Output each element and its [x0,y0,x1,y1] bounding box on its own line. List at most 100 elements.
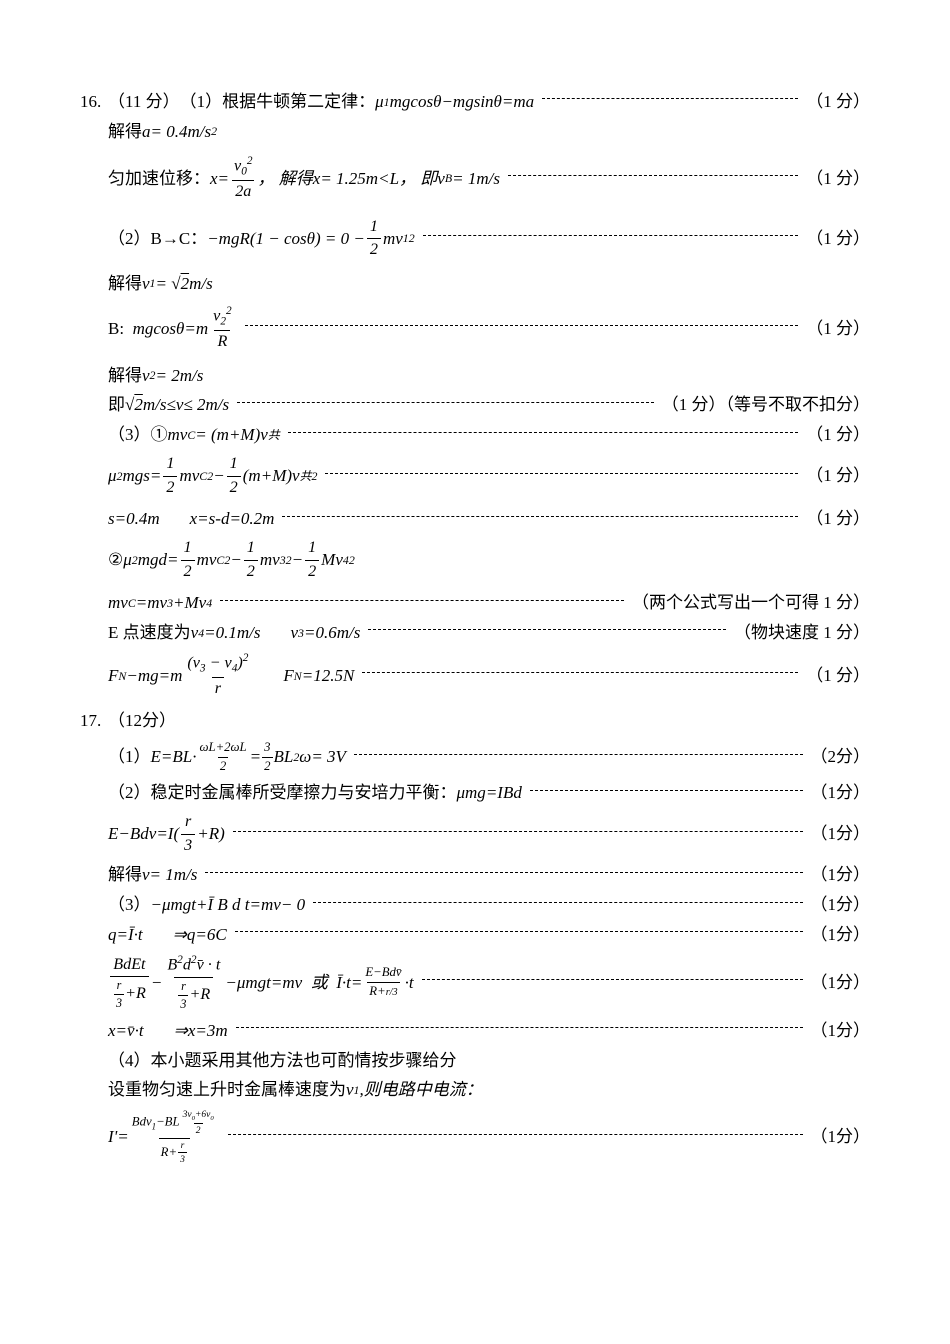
q16-l15: FN − mg = m(v3 − v4)2rFN=12.5N （1 分） [80,651,870,701]
q16-l1-formula: μ1mg cosθ − mg sinθ = ma [375,90,534,114]
q17-m5-pts: （1分） [811,893,871,917]
q16-l10-formula: μ2mgs = 12mvC2 − 12(m + M)v共2 [108,453,317,499]
q17-m2-pts: （1分） [811,781,871,805]
dash [422,979,803,980]
q16-number: 16. [80,90,108,114]
q17-m4-prefix: 解得 [108,863,142,887]
q16-l11-pts: （1 分） [806,507,870,531]
q16-l10: μ2mgs = 12mvC2 − 12(m + M)v共2 （1 分） [80,453,870,499]
q17-m2: （2）稳定时金属棒所受摩擦力与安培力平衡： μmg = IBd （1分） [80,781,870,805]
q17-m11-formula: I' = Bdv1−BL3v0+6v02R+r3 [108,1108,220,1166]
q17-m10: 设重物匀速上升时金属棒速度为 v1,则电路中电流： [80,1078,870,1102]
q16-l6-pts: （1 分） [806,317,870,341]
q17-m10-formula: v1,则电路中电流： [346,1078,483,1102]
q16-l11: s=0.4mx=s-d=0.2m （1 分） [80,507,870,531]
q16-l3-formula: x = v022a， 解得 x = 1.25m < L ， 即 vB = 1m … [210,154,500,204]
q17-m2-formula: μmg = IBd [457,781,522,805]
q17-m4-pts: （1分） [811,863,871,887]
dash [313,902,802,903]
q16-l1-pts: （1 分） [806,90,870,114]
q16-l13-formula: mvC = mv3 + Mv4 [108,591,212,615]
q16-l5-formula: v1 = √2m / s [142,272,213,296]
q17-m11: I' = Bdv1−BL3v0+6v02R+r3 （1分） [80,1108,870,1166]
q16-l3-prefix: 匀加速位移： [108,167,210,191]
dash [423,235,799,236]
q16-l8-pts: （1 分）（等号不取不扣分） [662,393,870,417]
q16-l4-prefix: （2）B→C： [108,227,207,251]
q17-m2-prefix: （2）稳定时金属棒所受摩擦力与安培力平衡： [108,781,457,805]
q16-l14-prefix: E 点速度为 [108,621,191,645]
q16-l5-prefix: 解得 [108,272,142,296]
q17-m1-formula: E = BL · ωL+2ωL2 = 32BL2ω = 3V [151,739,346,776]
dash [530,790,803,791]
q16-l9-formula: mvC = (m + M)v共 [168,423,280,447]
q17-m1-pts: （2分） [811,745,871,769]
q17-m4: 解得 v = 1m/s （1分） [80,863,870,887]
dash [325,473,798,474]
q17-m6-formula: q = Ī · t⇒q=6C [108,923,227,947]
q17-number: 17. [80,709,108,733]
q16-l7-formula: v2 = 2m / s [142,364,203,388]
q17-m9: （4）本小题采用其他方法也可酌情按步骤给分 [80,1049,870,1073]
q17-m7: BdEtr3+R − B2d2v̄ · tr3+R − μmgt = mv 或 … [80,953,870,1013]
q17-m5: （3） −μmgt + Ī B d t = mv − 0 （1分） [80,893,870,917]
q16-l13: mvC = mv3 + Mv4 （两个公式写出一个可得 1 分） [80,591,870,615]
q17-m7-formula: BdEtr3+R − B2d2v̄ · tr3+R − μmgt = mv 或 … [108,953,414,1013]
q17-m5-formula: −μmgt + Ī B d t = mv − 0 [151,893,306,917]
dash [542,98,798,99]
q16-l14-formula: v4=0.1m/sv3=0.6m/s [191,621,361,645]
q16-header: 16. （11 分） （1）根据牛顿第二定律： μ1mg cosθ − mg s… [80,90,870,114]
q16-l10-pts: （1 分） [806,464,870,488]
q16-l3-pts: （1 分） [806,167,870,191]
q16-points: （11 分） [108,90,180,114]
q16-l14: E 点速度为 v4=0.1m/sv3=0.6m/s （物块速度 1 分） [80,621,870,645]
dash [235,931,803,932]
q16-l8-formula: √2m / s ≤ v ≤ 2m / s [125,393,229,417]
dash [228,1134,803,1135]
dash [354,754,803,755]
dash [282,516,798,517]
q16-l7-prefix: 解得 [108,364,142,388]
q17-points: （12分） [108,709,176,733]
q17-m5-prefix: （3） [108,893,151,917]
q16-l15-pts: （1 分） [806,664,870,688]
q16-l8-prefix: 即 [108,393,125,417]
dash [236,1027,803,1028]
q16-l6: B: mg cosθ = mv22R （1 分） [80,304,870,354]
q16-l4: （2）B→C： −mgR(1 − cosθ) = 0 − 12mv12 （1 分… [80,216,870,262]
q17-m1: （1） E = BL · ωL+2ωL2 = 32BL2ω = 3V （2分） [80,739,870,776]
q17-m7-pts: （1分） [811,971,871,995]
q16-l2-formula: a = 0.4m / s2 [142,120,217,144]
q17-m8-pts: （1分） [811,1019,871,1043]
q16-l4-formula: −mgR(1 − cosθ) = 0 − 12mv12 [207,216,414,262]
q16-l12-prefix: ② [108,548,123,572]
q16-l9: （3）① mvC = (m + M)v共 （1 分） [80,423,870,447]
q16-l9-pts: （1 分） [806,423,870,447]
dash [368,629,726,630]
q17-m3-pts: （1分） [811,822,871,846]
q16-l13-pts: （两个公式写出一个可得 1 分） [632,591,870,615]
q16-l15-formula: FN − mg = m(v3 − v4)2rFN=12.5N [108,651,354,701]
q17-m6-pts: （1分） [811,923,871,947]
q16-l8: 即 √2m / s ≤ v ≤ 2m / s （1 分）（等号不取不扣分） [80,393,870,417]
dash [288,432,799,433]
dash [362,672,798,673]
q17-m10-prefix: 设重物匀速上升时金属棒速度为 [108,1078,346,1102]
q16-l2-prefix: 解得 [108,120,142,144]
dash [205,872,802,873]
dash [508,175,798,176]
q16-l12: ② μ2mgd = 12mvC2 − 12mv32 − 12Mv42 [80,537,870,583]
q17-m11-pts: （1分） [811,1125,871,1149]
q16-l5: 解得 v1 = √2m / s [80,272,870,296]
q17-m4-formula: v = 1m/s [142,863,197,887]
q16-l9-prefix: （3）① [108,423,168,447]
q16-l2: 解得 a = 0.4m / s2 [80,120,870,144]
dash [233,831,803,832]
dash [245,325,799,326]
q16-l11-formula: s=0.4mx=s-d=0.2m [108,507,274,531]
q17-m6: q = Ī · t⇒q=6C （1分） [80,923,870,947]
q17-m8: x = v̄ · t⇒x=3m （1分） [80,1019,870,1043]
dash [220,600,624,601]
q16-l14-pts: （物块速度 1 分） [734,621,870,645]
q17-m9-prefix: （4）本小题采用其他方法也可酌情按步骤给分 [108,1049,457,1073]
